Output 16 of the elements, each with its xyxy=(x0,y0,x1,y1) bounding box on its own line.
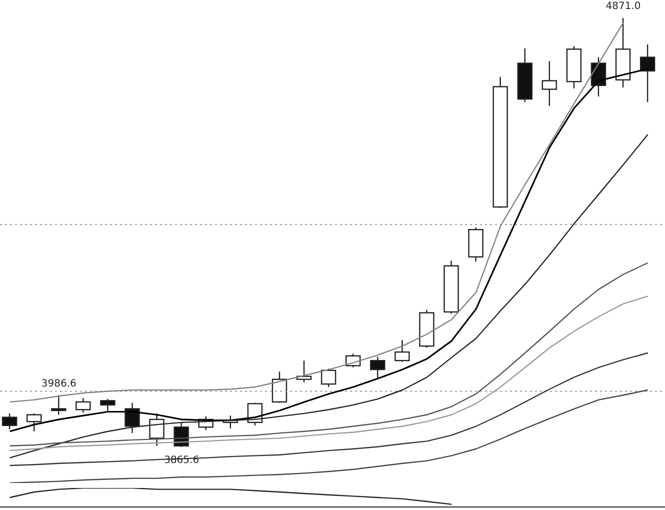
candlestick xyxy=(542,60,557,106)
candlestick xyxy=(100,398,116,412)
candlestick xyxy=(2,412,18,430)
candlestick xyxy=(272,371,288,404)
candlestick xyxy=(320,368,336,388)
candlestick xyxy=(640,44,656,103)
candlestick xyxy=(149,412,164,446)
candlestick xyxy=(26,412,42,432)
annotation: 3986.6 xyxy=(41,378,76,390)
candlestick xyxy=(76,398,91,414)
candlestick xyxy=(296,360,312,383)
candlestick xyxy=(124,402,140,434)
annotation: 4871.0 xyxy=(606,1,641,12)
candlestick xyxy=(51,394,66,416)
candlestick xyxy=(370,356,386,380)
candlestick xyxy=(394,339,410,362)
